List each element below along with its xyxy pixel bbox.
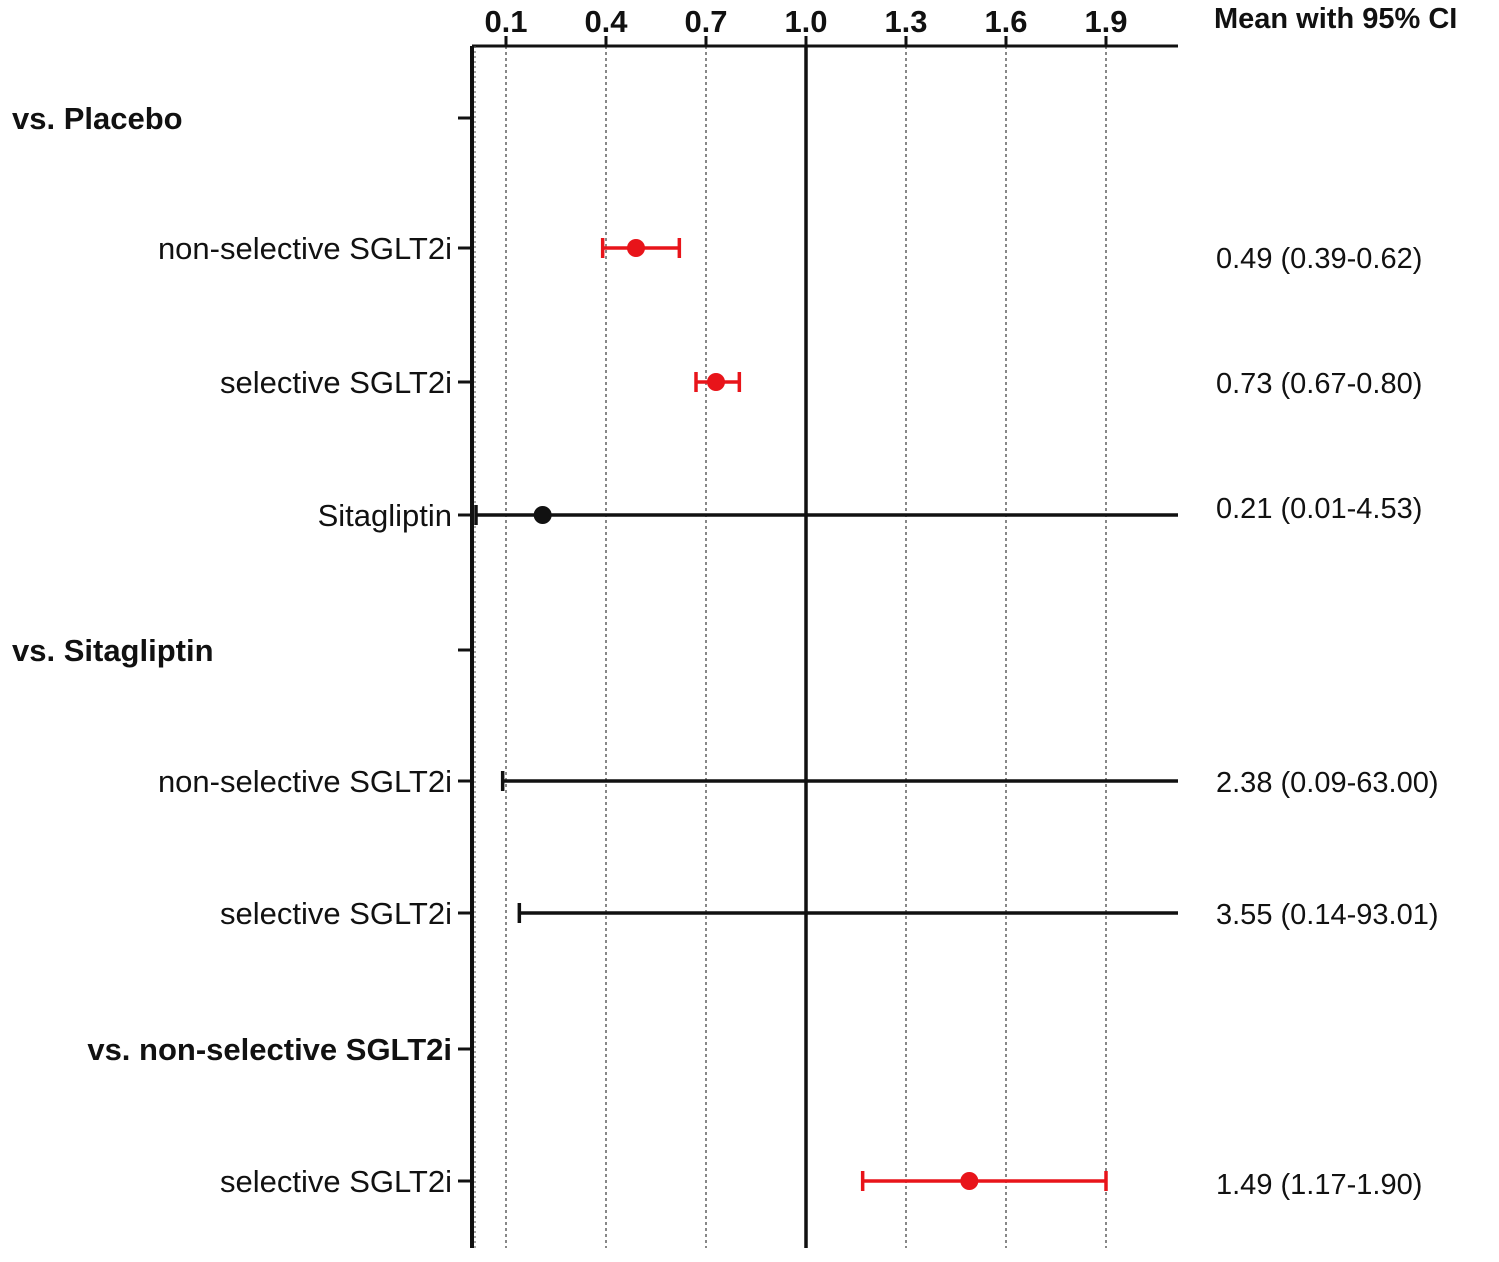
ci-value: 0.49 (0.39-0.62): [1216, 243, 1422, 275]
x-tick-label: 0.7: [684, 4, 727, 39]
mean-point: [627, 239, 645, 257]
x-tick-label: 1.0: [784, 4, 827, 39]
row-label: non-selective SGLT2i: [158, 764, 452, 799]
mean-point: [707, 373, 725, 391]
row-label: Sitagliptin: [318, 498, 452, 533]
mean-point: [960, 1172, 979, 1190]
row-labels: vs. Placebo non-selective SGLT2i selective…: [12, 101, 452, 1199]
x-tick-label: 1.9: [1084, 4, 1127, 39]
row-label: selective SGLT2i: [220, 365, 452, 400]
x-tick-label: 0.4: [584, 4, 628, 39]
ci-value: 1.49 (1.17-1.90): [1216, 1169, 1422, 1201]
x-tick-label: 0.1: [484, 4, 527, 39]
x-tick-labels: 0.1 0.4 0.7 1.0 1.3 1.6 1.9: [484, 4, 1127, 39]
ci-value: 3.55 (0.14-93.01): [1216, 899, 1438, 931]
group-label: vs. Placebo: [12, 101, 183, 136]
grid-lines: [505, 46, 1107, 1248]
x-tick-label: 1.6: [984, 4, 1027, 39]
ci-marks: [474, 238, 1178, 1191]
row-label: selective SGLT2i: [220, 896, 452, 931]
axes: [458, 36, 1178, 1248]
x-tick-label: 1.3: [884, 4, 927, 39]
ci-value: 2.38 (0.09-63.00): [1216, 767, 1438, 799]
ci-values: 0.49 (0.39-0.62) 0.73 (0.67-0.80) 0.21 (0.…: [1216, 243, 1438, 1201]
ci-column-header: Mean with 95% CI: [1214, 3, 1457, 35]
row-label: non-selective SGLT2i: [158, 231, 452, 266]
ci-value: 0.21 (0.01-4.53): [1216, 493, 1422, 525]
mean-point: [533, 506, 552, 524]
group-label: vs. Sitagliptin: [12, 633, 214, 668]
row-label: selective SGLT2i: [220, 1164, 452, 1199]
ci-value: 0.73 (0.67-0.80): [1216, 368, 1422, 400]
group-label: vs. non-selective SGLT2i: [87, 1032, 452, 1067]
